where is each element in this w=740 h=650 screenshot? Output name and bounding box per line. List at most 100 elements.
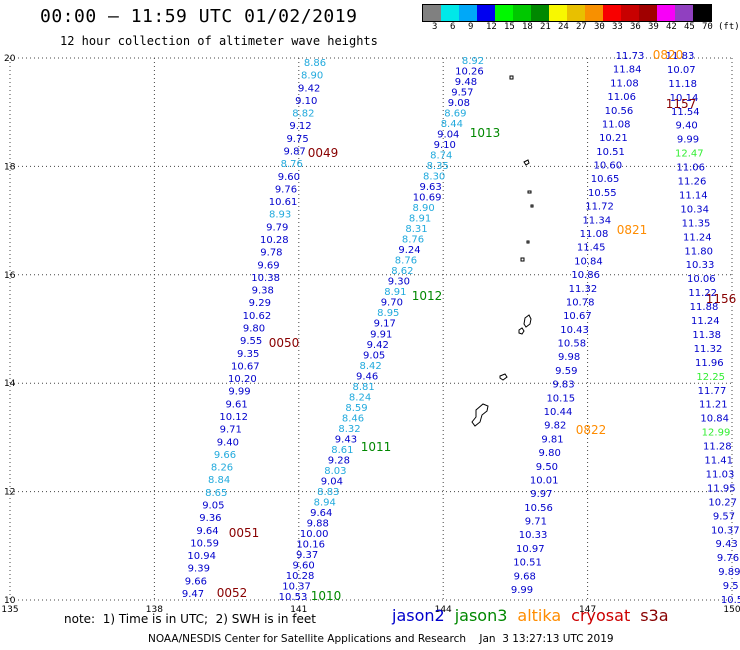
wave-height-value: 11.35 <box>682 218 711 229</box>
wave-height-value: 11.80 <box>684 246 713 257</box>
wave-height-value: 9.35 <box>237 349 259 360</box>
color-scale-label: 45 <box>684 22 695 32</box>
island-outlines <box>471 75 534 427</box>
wave-height-value: 11.32 <box>569 284 598 295</box>
wave-height-value: 11.77 <box>698 386 727 397</box>
wave-height-value: 10.84 <box>700 414 729 425</box>
wave-height-value: 11.08 <box>610 78 639 89</box>
wave-height-value: 10.67 <box>563 311 592 322</box>
wave-height-value: 10.78 <box>566 297 595 308</box>
wave-height-value: 9.64 <box>310 508 332 519</box>
lon-tick-label: 138 <box>146 605 163 615</box>
wave-height-value: 11.34 <box>582 215 611 226</box>
wave-height-value: 9.40 <box>676 121 698 132</box>
wave-height-value: 9.97 <box>530 489 552 500</box>
wave-height-value: 9.04 <box>437 130 459 141</box>
wave-height-value: 11.24 <box>683 232 712 243</box>
color-scale-label: 15 <box>504 22 515 32</box>
island-shape <box>520 257 525 262</box>
color-swatch <box>495 5 513 21</box>
wave-height-value: 11.08 <box>580 229 609 240</box>
wave-height-value: 9.47 <box>182 589 204 600</box>
wave-height-value: 8.69 <box>444 109 466 120</box>
color-scale-label: 70 <box>702 22 713 32</box>
lat-tick-label: 14 <box>4 379 16 389</box>
wave-height-value: 9.88 <box>307 518 329 529</box>
pass-time-label: 1010 <box>311 589 342 603</box>
wave-height-value: 10.38 <box>251 273 280 284</box>
lat-lon-grid <box>9 57 733 601</box>
lat-tick-label: 16 <box>4 271 16 281</box>
wave-height-value: 10.07 <box>667 65 696 76</box>
wave-height-value: 8.35 <box>427 161 449 172</box>
wave-height-value: 9.64 <box>196 526 218 537</box>
island-shape <box>527 190 532 194</box>
wave-height-value: 11.06 <box>676 163 705 174</box>
wave-height-value: 9.99 <box>228 387 250 398</box>
color-scale-label: 24 <box>558 22 569 32</box>
wave-height-value: 8.26 <box>211 463 233 474</box>
wave-height-value: 9.28 <box>328 455 350 466</box>
wave-height-value: 8.91 <box>409 214 431 225</box>
island-shape <box>499 373 508 381</box>
wave-height-value: 9.42 <box>367 340 389 351</box>
wave-height-value: 8.46 <box>342 413 364 424</box>
wave-height-value: 10.16 <box>296 539 325 550</box>
lon-tick-label: 150 <box>723 605 740 615</box>
wave-height-value: 8.92 <box>462 56 484 67</box>
wave-height-value: 9.66 <box>185 576 207 587</box>
wave-height-value: 9.71 <box>525 517 547 528</box>
wave-height-value: 9.38 <box>252 286 274 297</box>
pass-time-label: 0049 <box>308 146 339 160</box>
wave-height-value: 9.29 <box>249 298 271 309</box>
wave-height-value: 9.91 <box>370 329 392 340</box>
wave-height-value: 8.59 <box>345 403 367 414</box>
wave-height-value: 8.90 <box>301 71 323 82</box>
wave-height-value: 10.5 <box>721 595 740 606</box>
lon-tick-label: 141 <box>290 605 307 615</box>
wave-height-value: 9.12 <box>289 121 311 132</box>
pass-time-label: 1013 <box>470 126 501 140</box>
pass-time-label: 0821 <box>617 223 648 237</box>
wave-height-value: 12.47 <box>675 149 704 160</box>
wave-height-value: 10.51 <box>513 558 542 569</box>
wave-height-value: 9.75 <box>286 134 308 145</box>
wave-height-value: 9.99 <box>677 135 699 146</box>
wave-height-value: 9.04 <box>321 476 343 487</box>
satellite-legend: jason2 jason3 altika cryosat s3a <box>392 606 679 625</box>
color-swatch <box>657 5 675 21</box>
units-note: note: 1) Time is in UTC; 2) SWH is in fe… <box>64 612 316 626</box>
wave-height-value: 11.73 <box>616 51 645 62</box>
wave-height-value: 9.87 <box>284 147 306 158</box>
color-swatch <box>675 5 693 21</box>
wave-height-value: 10.37 <box>711 525 740 536</box>
wave-height-value: 9.76 <box>275 184 297 195</box>
pass-time-label: 0820 <box>653 48 684 62</box>
wave-height-value: 10.01 <box>530 475 559 486</box>
wave-height-value: 8.32 <box>338 424 360 435</box>
lat-tick-label: 20 <box>4 54 16 64</box>
color-scale-label: 30 <box>594 22 605 32</box>
wave-height-value: 10.33 <box>686 260 715 271</box>
pass-time-label: 1012 <box>412 289 443 303</box>
satellite-tracks: 8.868.909.429.108.829.129.759.878.769.60… <box>182 51 740 606</box>
wave-height-value: 11.22 <box>688 288 717 299</box>
wave-height-value: 11.32 <box>694 344 723 355</box>
wave-height-value: 10.12 <box>219 412 248 423</box>
wave-height-value: 9.82 <box>544 421 566 432</box>
wave-height-value: 10.86 <box>571 270 600 281</box>
wave-height-value: 8.76 <box>402 235 424 246</box>
wave-height-value: 9.63 <box>420 182 442 193</box>
legend-jason2: jason2 <box>392 606 445 625</box>
wave-height-value: 10.55 <box>588 188 617 199</box>
color-swatch <box>585 5 603 21</box>
island-shape <box>523 314 532 328</box>
wave-height-value: 10.62 <box>243 311 272 322</box>
wave-height-value: 8.42 <box>360 361 382 372</box>
color-scale-label: 12 <box>486 22 497 32</box>
wave-height-value: 8.76 <box>395 256 417 267</box>
lat-tick-label: 18 <box>4 162 16 172</box>
wave-height-value: 11.18 <box>668 79 697 90</box>
